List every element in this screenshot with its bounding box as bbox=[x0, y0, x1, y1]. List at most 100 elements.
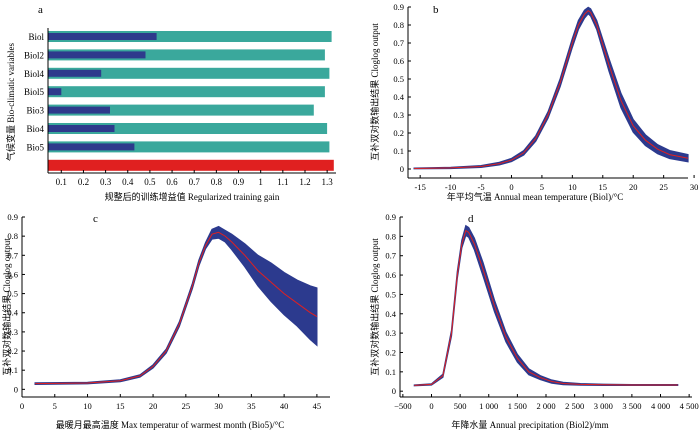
xtick-label: 30 bbox=[214, 401, 223, 411]
ytick-label: 0.2 bbox=[7, 346, 18, 356]
category-label: Bio4 bbox=[26, 124, 44, 134]
panel-d-ylabel: 互补双对数输出结果 Cloglog output bbox=[369, 238, 380, 376]
panel-a-xlabel: 规整后的训练增益值 Regularized training gain bbox=[105, 191, 280, 202]
panel-b-yticks: 0 0.1 0.2 0.3 0.4 0.5 0.6 0.7 0.8 0.9 bbox=[393, 2, 411, 174]
xtick-label: 0.4 bbox=[122, 177, 134, 187]
category-label: Biol4 bbox=[24, 69, 45, 79]
xtick-label: 0.8 bbox=[211, 177, 223, 187]
panel-a-xticks: 0.1 0.2 0.3 0.4 0.5 0.6 0.7 0.8 0.9 1 1.1 1.2 1.3 bbox=[56, 170, 334, 187]
xtick-label: -10 bbox=[445, 182, 456, 192]
ytick-label: 0.8 bbox=[7, 231, 18, 241]
panel-b-ylabel: 互补双对数输出结果 Cloglog output bbox=[369, 23, 380, 161]
panel-b: b -15 -10 -5 0 5 10 15 20 25 30 00.10.20.30.40.50… bbox=[369, 2, 698, 202]
panel-d-xticks: −500 0 500 1 000 1 500 2 000 2 500 3 000 3 500 4 … bbox=[394, 394, 699, 411]
panel-d-letter: d bbox=[468, 213, 474, 225]
xtick-label: 35 bbox=[247, 401, 256, 411]
xtick-label: 15 bbox=[116, 401, 125, 411]
xtick-label: 25 bbox=[659, 182, 668, 192]
xtick-label: 1.1 bbox=[277, 177, 288, 187]
mean-response-line bbox=[414, 229, 678, 386]
bar-Biol5-navy bbox=[48, 88, 62, 96]
xtick-label: 0 bbox=[509, 182, 513, 192]
ytick-label: 0.9 bbox=[385, 212, 396, 222]
xtick-label: 1 000 bbox=[479, 401, 498, 411]
xtick-label: 3 000 bbox=[594, 401, 613, 411]
xtick-label: 0.1 bbox=[56, 177, 67, 187]
ytick-label: 0.5 bbox=[393, 74, 404, 84]
bar-Biol5-teal bbox=[48, 86, 325, 98]
bar-Biol-navy bbox=[48, 33, 157, 40]
bar-Bio4-teal bbox=[48, 123, 328, 134]
xtick-label: 45 bbox=[313, 401, 322, 411]
ytick-label: 0.5 bbox=[385, 289, 396, 299]
category-label: Bio5 bbox=[26, 142, 44, 152]
ytick-label: 0.7 bbox=[7, 250, 18, 260]
ytick-label: 0.3 bbox=[385, 328, 396, 338]
panel-c-xticks: 0 5 10 15 20 25 30 35 40 45 bbox=[20, 394, 321, 411]
xtick-label: 0.2 bbox=[78, 177, 89, 187]
mean-response-line bbox=[35, 231, 318, 385]
category-label: Bio3 bbox=[26, 106, 44, 116]
xtick-label: 10 bbox=[83, 401, 92, 411]
panel-c-yticks: 0 0.1 0.2 0.3 0.4 0.5 0.6 0.7 0.8 0.9 bbox=[7, 212, 25, 394]
ytick-label: 0.1 bbox=[385, 367, 396, 377]
bar-Biol2-teal bbox=[48, 49, 325, 61]
ytick-label: 0.1 bbox=[7, 365, 18, 375]
ytick-label: 0.5 bbox=[7, 289, 18, 299]
xtick-label: 10 bbox=[568, 182, 577, 192]
ytick-label: 0.4 bbox=[393, 92, 404, 102]
panel-d-xlabel: 年降水量 Annual precipitation (Biol2)/mm bbox=[451, 419, 608, 430]
bar-Biol2-navy bbox=[48, 51, 146, 59]
ytick-label: 0.4 bbox=[385, 309, 396, 319]
xtick-label: 30 bbox=[690, 182, 699, 192]
panel-d-yticks: 0 0.1 0.2 0.3 0.4 0.5 0.6 0.7 0.8 0.9 bbox=[385, 212, 403, 396]
panel-d: d −500 0 500 1 000 1 500 2 000 2 500 3 000 3 500… bbox=[369, 212, 699, 430]
xtick-label: 2 000 bbox=[536, 401, 555, 411]
ytick-label: 0.6 bbox=[385, 270, 396, 280]
ytick-label: 0.6 bbox=[7, 269, 18, 279]
ytick-label: 0.2 bbox=[385, 347, 396, 357]
xtick-label: 0.7 bbox=[189, 177, 201, 187]
panel-c-letter: c bbox=[93, 213, 98, 225]
xtick-label: 0.5 bbox=[144, 177, 156, 187]
panel-c-confidence-band bbox=[34, 225, 318, 386]
ytick-label: 0 bbox=[392, 386, 396, 396]
confidence-band bbox=[34, 225, 318, 386]
ytick-label: 0.9 bbox=[7, 212, 18, 222]
xtick-label: 40 bbox=[280, 401, 289, 411]
xtick-label: 20 bbox=[149, 401, 158, 411]
panel-a-ylabel: 气候变量 Bio-climatic variables bbox=[5, 43, 16, 161]
ytick-label: 0.1 bbox=[393, 146, 404, 156]
xtick-label: 4 500 bbox=[680, 401, 699, 411]
category-label: Biol bbox=[28, 32, 44, 42]
xtick-label: 1.3 bbox=[322, 177, 334, 187]
xtick-label: 5 bbox=[540, 182, 544, 192]
xtick-label: 15 bbox=[599, 182, 608, 192]
bar-Bio5-navy bbox=[48, 143, 135, 151]
panel-c-ylabel: 互补双对数输出结果 Cloglog output bbox=[1, 238, 12, 376]
mean-response-line bbox=[414, 9, 689, 169]
panel-c-response-line bbox=[35, 231, 318, 385]
ytick-label: 0.7 bbox=[385, 251, 396, 261]
panel-c: c 0 5 10 15 20 25 30 35 40 45 0 0.1 0.2 0.3 0.4 0.5 0.6… bbox=[1, 212, 330, 430]
panel-b-xlabel: 年平均气温 Annual mean temperature (Biol)/°C bbox=[447, 191, 624, 202]
xtick-label: −500 bbox=[394, 401, 412, 411]
xtick-label: 20 bbox=[629, 182, 638, 192]
xtick-label: 5 bbox=[53, 401, 57, 411]
xtick-label: 0.6 bbox=[166, 177, 178, 187]
panel-a-letter: a bbox=[38, 4, 43, 16]
ytick-label: 0.8 bbox=[393, 20, 404, 30]
panel-b-xticks: -15 -10 -5 0 5 10 15 20 25 30 bbox=[415, 175, 699, 192]
panel-b-confidence-band bbox=[413, 6, 689, 170]
ytick-label: 0.3 bbox=[393, 110, 404, 120]
bar-all-red bbox=[48, 159, 334, 171]
xtick-label: 0.3 bbox=[100, 177, 112, 187]
panel-a: a 0.1 0.2 0.3 0.4 0.5 0.6 0.7 0.8 0.9 1 1.1 1.2 1.3 … bbox=[5, 4, 336, 202]
xtick-label: 0 bbox=[20, 401, 24, 411]
xtick-label: 500 bbox=[454, 401, 467, 411]
xtick-label: 25 bbox=[182, 401, 191, 411]
xtick-label: -5 bbox=[477, 182, 484, 192]
confidence-band bbox=[413, 6, 689, 170]
panel-d-response-line bbox=[414, 229, 678, 386]
